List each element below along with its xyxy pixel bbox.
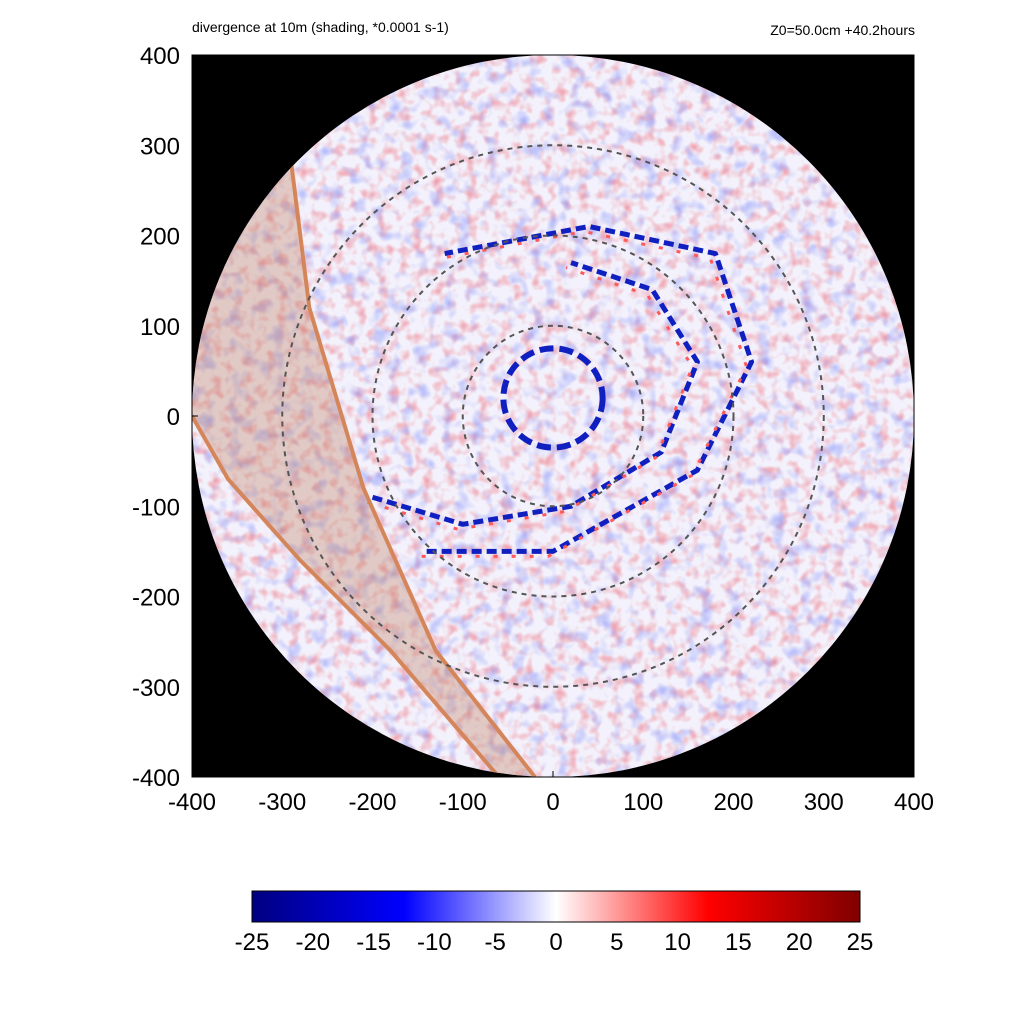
x-tick-label: 400: [894, 789, 934, 816]
colorbar-tick-label: 20: [786, 929, 813, 956]
colorbar: [251, 890, 861, 923]
x-tick-label: 0: [546, 789, 559, 816]
shaded-band: [192, 145, 535, 777]
feature-rainband-2: [426, 223, 755, 554]
y-tick-label: -300: [132, 675, 180, 702]
x-tick-label: 200: [713, 789, 753, 816]
colorbar-tick-label: 5: [610, 929, 623, 956]
reference-circle-200: [371, 234, 735, 598]
colorbar-tick-label: -10: [417, 929, 452, 956]
y-tick-label: 100: [140, 314, 180, 341]
x-tick-label: -400: [168, 789, 216, 816]
x-tick-label: 100: [623, 789, 663, 816]
chart-title: divergence at 10m (shading, *0.0001 s-1): [192, 19, 449, 35]
y-tick-label: 300: [140, 133, 180, 160]
x-tick-label: -100: [439, 789, 487, 816]
feature-rainband-edge-1: [367, 266, 695, 531]
colorbar-tick-label: 10: [664, 929, 691, 956]
shaded-band-boundary-0: [289, 163, 537, 777]
colorbar-tick-label: -20: [295, 929, 330, 956]
feature-rainband-edge-2: [421, 229, 749, 558]
y-tick-label: 0: [167, 404, 180, 431]
colorbar-tick-label: -15: [356, 929, 391, 956]
colorbar-tick-label: -5: [485, 929, 506, 956]
y-tick-label: -100: [132, 494, 180, 521]
y-tick-label: 400: [140, 43, 180, 70]
domain-disk: [192, 55, 914, 777]
reference-circle-100: [461, 324, 645, 508]
shaded-band-boundary-1: [192, 415, 501, 777]
x-tick-label: -200: [348, 789, 396, 816]
feature-eyewall: [500, 345, 606, 451]
chart-subtitle: Z0=50.0cm +40.2hours: [770, 22, 915, 38]
colorbar-tick-label: 0: [549, 929, 562, 956]
reference-circle-300: [281, 144, 825, 688]
colorbar-tick-label: 25: [847, 929, 874, 956]
y-tick-label: -200: [132, 585, 180, 612]
feature-rainband-1: [371, 260, 700, 527]
y-tick-label: -400: [132, 765, 180, 792]
x-tick-label: -300: [258, 789, 306, 816]
colorbar-tick-label: -25: [235, 929, 270, 956]
y-tick-label: 200: [140, 224, 180, 251]
x-tick-label: 300: [804, 789, 844, 816]
colorbar-tick-label: 15: [725, 929, 752, 956]
